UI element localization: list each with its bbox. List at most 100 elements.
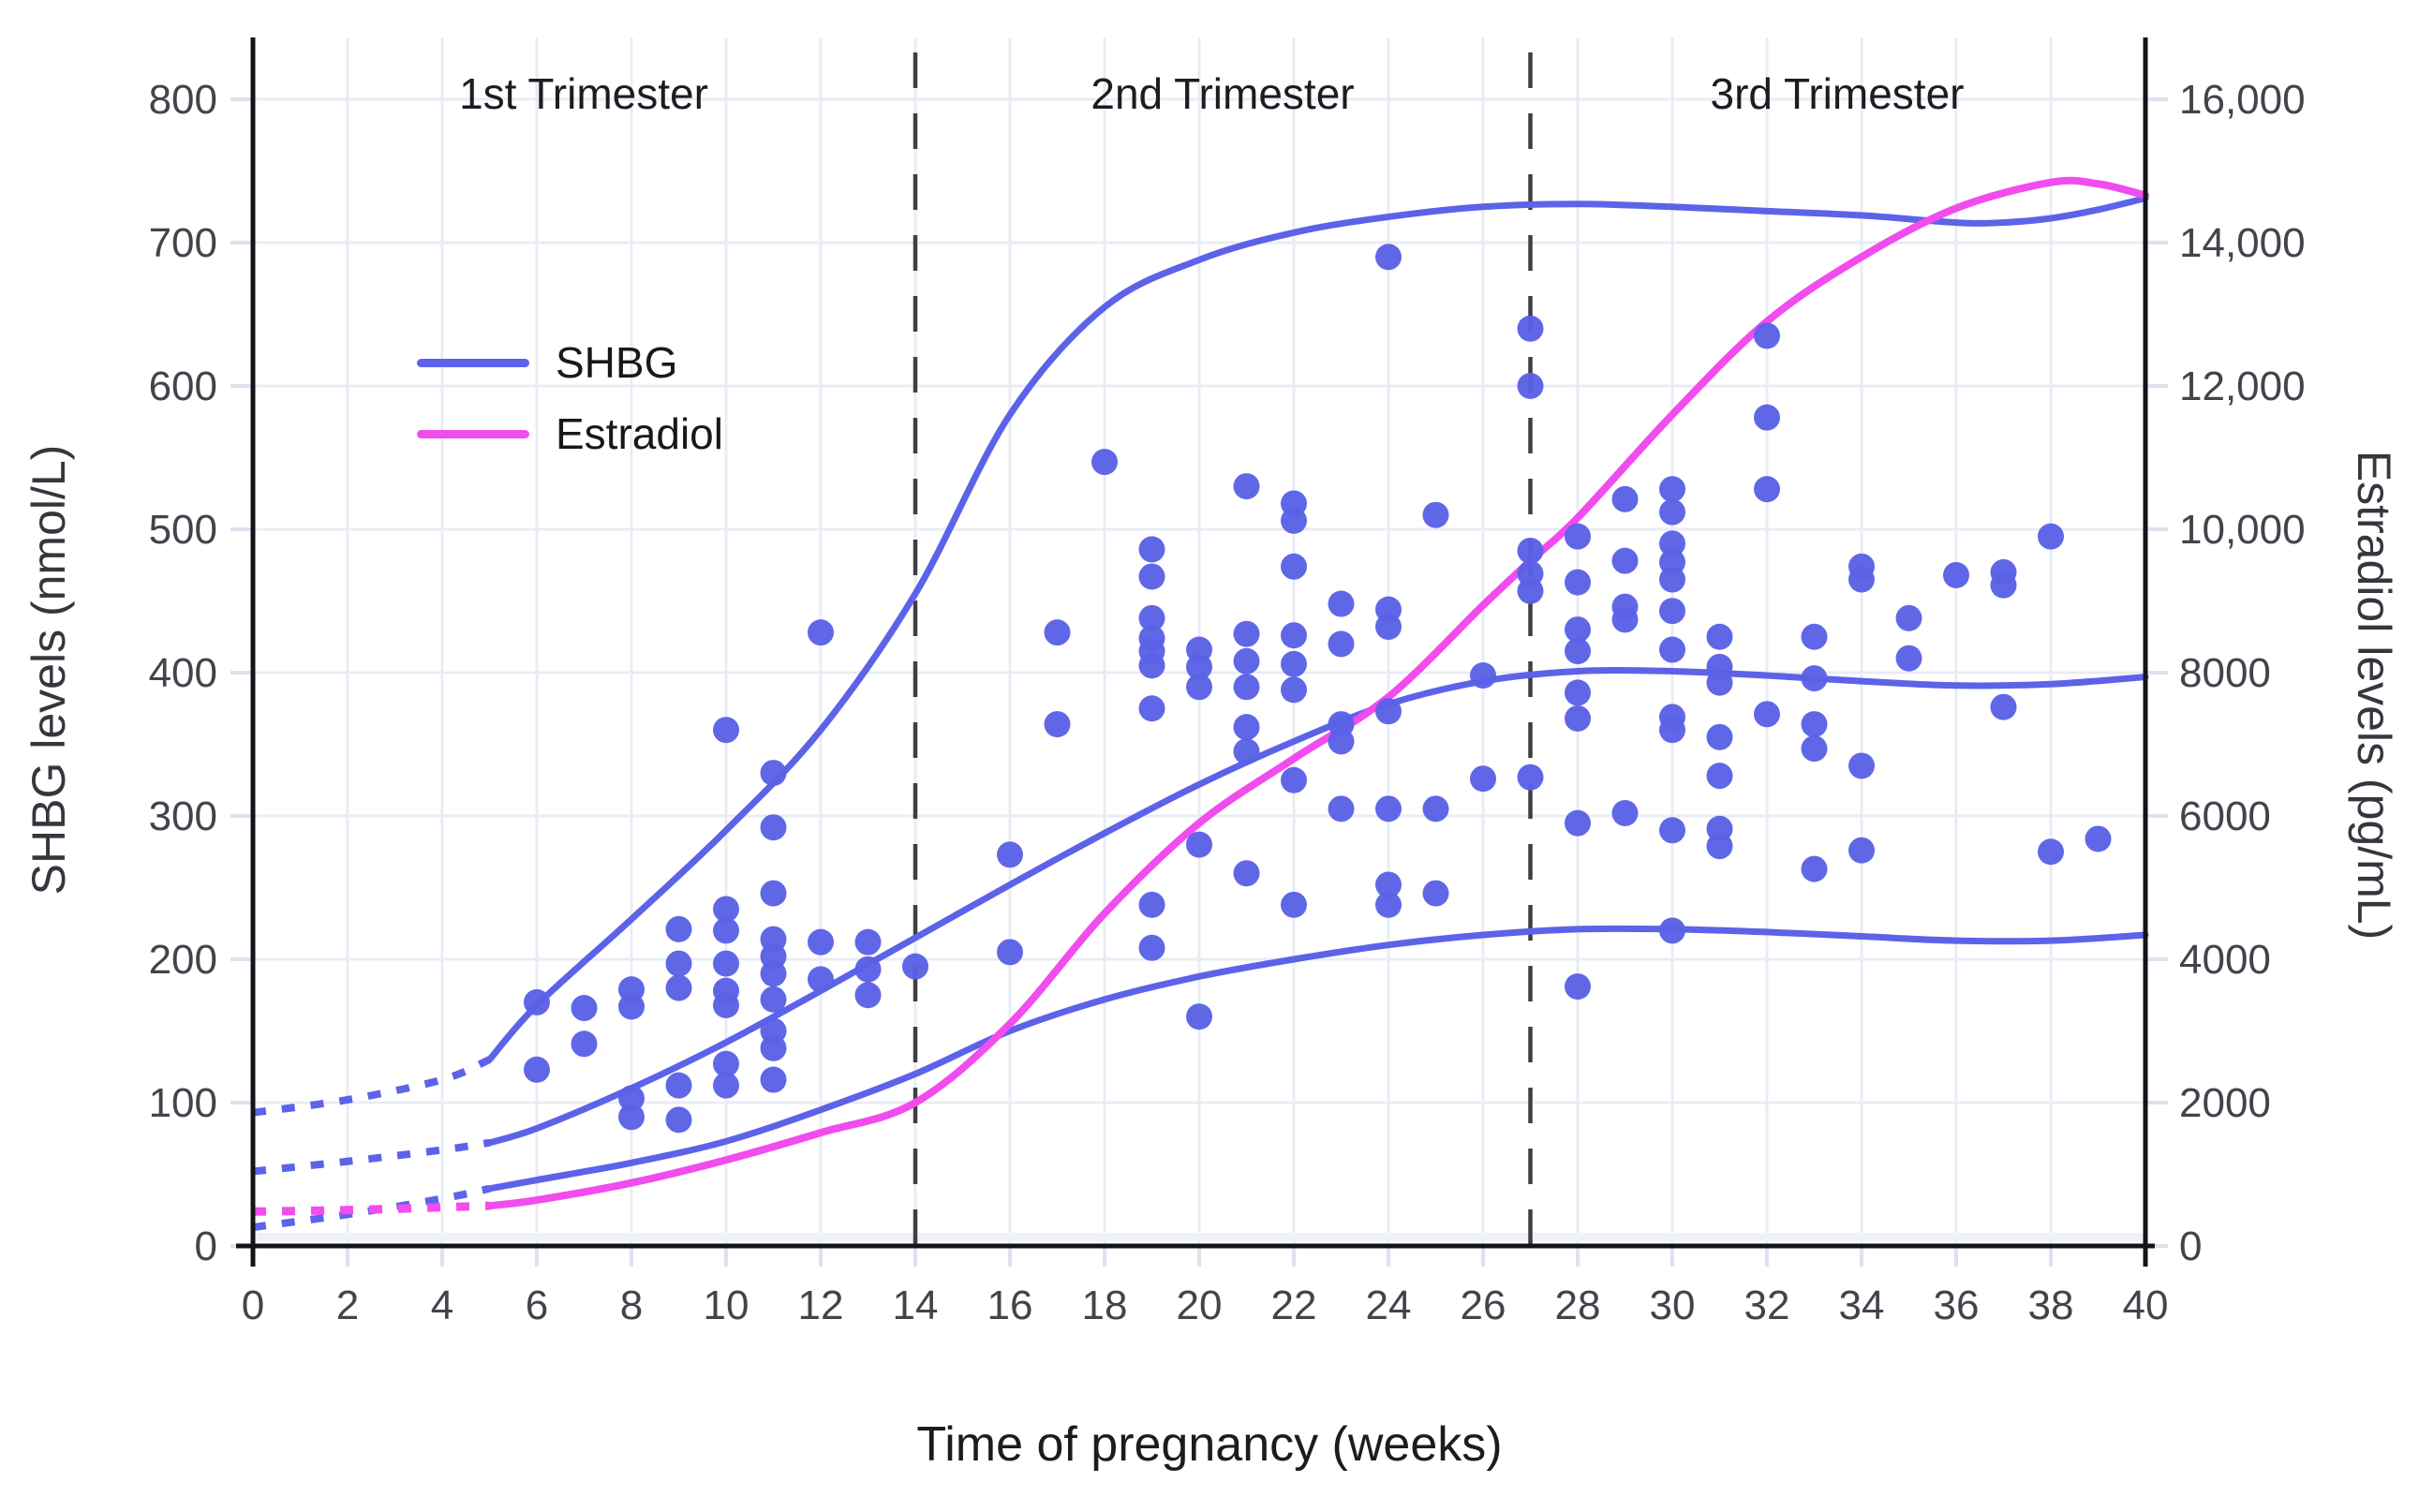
data-point bbox=[1186, 653, 1212, 680]
data-point bbox=[1281, 891, 1307, 918]
x-tick-label: 8 bbox=[620, 1282, 643, 1328]
data-point bbox=[618, 1085, 645, 1112]
data-point bbox=[1565, 973, 1591, 1001]
scatter-shbg-observations bbox=[524, 244, 2112, 1134]
data-point bbox=[1375, 614, 1402, 641]
data-point bbox=[1281, 622, 1307, 649]
legend-label-estradiol: Estradiol bbox=[556, 409, 723, 458]
data-point bbox=[713, 917, 739, 944]
data-point bbox=[1233, 620, 1260, 647]
data-point bbox=[1375, 244, 1402, 271]
data-point bbox=[1754, 701, 1780, 728]
data-point bbox=[2038, 523, 2064, 550]
data-point bbox=[1565, 704, 1591, 732]
shbg-line-swatch bbox=[417, 358, 529, 367]
data-point bbox=[1659, 530, 1685, 557]
data-point bbox=[1565, 638, 1591, 665]
data-point bbox=[1138, 695, 1165, 722]
y-left-tick-label: 800 bbox=[149, 77, 217, 123]
data-point bbox=[1138, 652, 1165, 679]
data-point bbox=[1517, 315, 1544, 342]
curve-dotted-projection bbox=[252, 1184, 491, 1232]
data-point bbox=[1706, 763, 1733, 790]
y-right-tick-label: 4000 bbox=[2179, 937, 2271, 983]
trimester-label-3: 3rd Trimester bbox=[1710, 69, 1965, 118]
data-point bbox=[1422, 880, 1449, 907]
data-point bbox=[760, 814, 787, 841]
y-right-tick-label: 0 bbox=[2179, 1223, 2202, 1269]
data-point bbox=[1138, 536, 1165, 563]
data-point bbox=[1138, 891, 1165, 918]
data-point bbox=[1801, 665, 1828, 692]
data-point bbox=[1233, 674, 1260, 701]
series-estradiol bbox=[252, 176, 2149, 1216]
data-point bbox=[1754, 476, 1780, 503]
series-shbg-median-curve bbox=[252, 666, 2149, 1176]
y-right-tick-label: 6000 bbox=[2179, 793, 2271, 839]
series-shbg-upper-reference-curve bbox=[252, 195, 2149, 1117]
data-point bbox=[665, 974, 692, 1001]
data-point bbox=[1281, 507, 1307, 534]
data-point bbox=[1706, 669, 1733, 696]
legend-label-shbg: SHBG bbox=[556, 338, 678, 387]
data-point bbox=[1801, 711, 1828, 738]
data-point bbox=[1422, 501, 1449, 528]
data-point bbox=[1138, 563, 1165, 590]
y-left-tick-label: 200 bbox=[149, 937, 217, 983]
x-tick-label: 24 bbox=[1366, 1282, 1412, 1328]
data-point bbox=[1754, 322, 1780, 349]
data-point bbox=[1848, 837, 1875, 864]
x-tick-label: 28 bbox=[1555, 1282, 1601, 1328]
curve-dotted-projection bbox=[252, 1201, 490, 1216]
data-point bbox=[1754, 404, 1780, 431]
y-left-tick-label: 400 bbox=[149, 650, 217, 696]
y-left-tick-label: 700 bbox=[149, 220, 217, 266]
y-left-tick-label: 500 bbox=[149, 507, 217, 553]
y-left-tick-label: 0 bbox=[195, 1223, 217, 1269]
data-point bbox=[713, 991, 739, 1018]
axes bbox=[236, 37, 2155, 1267]
data-point bbox=[1091, 449, 1118, 476]
data-point bbox=[713, 1072, 739, 1099]
data-point bbox=[1659, 636, 1685, 663]
data-point bbox=[2085, 825, 2112, 852]
data-point bbox=[1233, 860, 1260, 887]
data-point bbox=[1233, 738, 1260, 765]
curve-dotted-projection bbox=[252, 1056, 492, 1117]
data-point bbox=[1706, 723, 1733, 750]
data-point bbox=[571, 1030, 598, 1058]
data-point bbox=[1281, 553, 1307, 580]
data-point bbox=[618, 993, 645, 1020]
data-point bbox=[760, 1066, 787, 1093]
data-point bbox=[1233, 473, 1260, 500]
data-point bbox=[1659, 566, 1685, 593]
x-tick-label: 6 bbox=[526, 1282, 548, 1328]
data-point bbox=[760, 986, 787, 1013]
y-right-tick-label: 10,000 bbox=[2179, 507, 2306, 553]
y-left-axis-title: SHBG levels (nmol/L) bbox=[22, 444, 75, 896]
data-point bbox=[760, 760, 787, 787]
y-right-tick-label: 14,000 bbox=[2179, 220, 2306, 266]
data-point bbox=[808, 966, 834, 993]
data-point bbox=[713, 1050, 739, 1077]
y-right-tick-label: 16,000 bbox=[2179, 77, 2306, 123]
data-point bbox=[1659, 817, 1685, 844]
x-tick-label: 32 bbox=[1744, 1282, 1790, 1328]
data-point bbox=[997, 841, 1023, 868]
data-point bbox=[1895, 645, 1922, 672]
data-point bbox=[1565, 809, 1591, 837]
data-point bbox=[1943, 561, 1969, 588]
data-point bbox=[571, 995, 598, 1022]
data-point bbox=[1659, 498, 1685, 526]
data-point bbox=[1281, 766, 1307, 793]
data-point bbox=[524, 1056, 550, 1083]
x-tick-label: 10 bbox=[704, 1282, 749, 1328]
data-point bbox=[1328, 795, 1355, 823]
data-point bbox=[1565, 569, 1591, 596]
data-point bbox=[760, 880, 787, 907]
y-left-tick-label: 100 bbox=[149, 1080, 217, 1126]
y-right-tick-label: 12,000 bbox=[2179, 363, 2306, 409]
data-point bbox=[1611, 547, 1639, 574]
x-tick-label: 30 bbox=[1650, 1282, 1696, 1328]
